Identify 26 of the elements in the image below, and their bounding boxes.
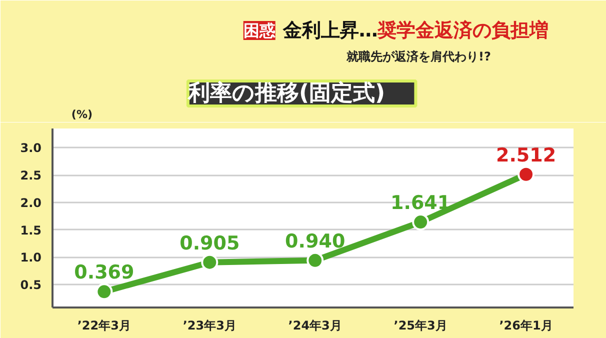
data-label: 1.641 (390, 192, 451, 214)
data-label: 0.905 (180, 232, 240, 254)
y-tick-label: 1.0 (20, 250, 42, 265)
text: 奨学金返済の負担増 (376, 20, 548, 42)
x-tick-label: ’22年3月 (77, 318, 131, 332)
y-tick-label: 3.0 (20, 141, 42, 156)
x-tick-label: ’26年1月 (499, 318, 553, 332)
x-tick-label: ’24年3月 (288, 318, 342, 332)
point (96, 283, 113, 300)
point (518, 166, 535, 183)
data-label: 0.940 (285, 230, 346, 252)
y-tick-label: 2.5 (20, 168, 42, 183)
y-tick-label: 0.5 (20, 278, 42, 292)
data-label: 0.369 (74, 262, 134, 284)
point (412, 214, 430, 231)
x-tick-label: ’25年3月 (394, 318, 448, 332)
y-tick-label: 1.5 (20, 223, 42, 238)
text: 困惑 (243, 21, 276, 40)
data-label: 2.512 (496, 144, 556, 166)
point (306, 252, 324, 269)
y-tick-label: 2.0 (20, 196, 42, 210)
point (201, 254, 218, 271)
x-tick-label: ’23年3月 (182, 318, 236, 332)
text: 就職先が返済を肩代わり!? (346, 50, 492, 64)
text: 金利上昇… (282, 20, 378, 42)
y-axis-title: (%) (71, 108, 92, 121)
